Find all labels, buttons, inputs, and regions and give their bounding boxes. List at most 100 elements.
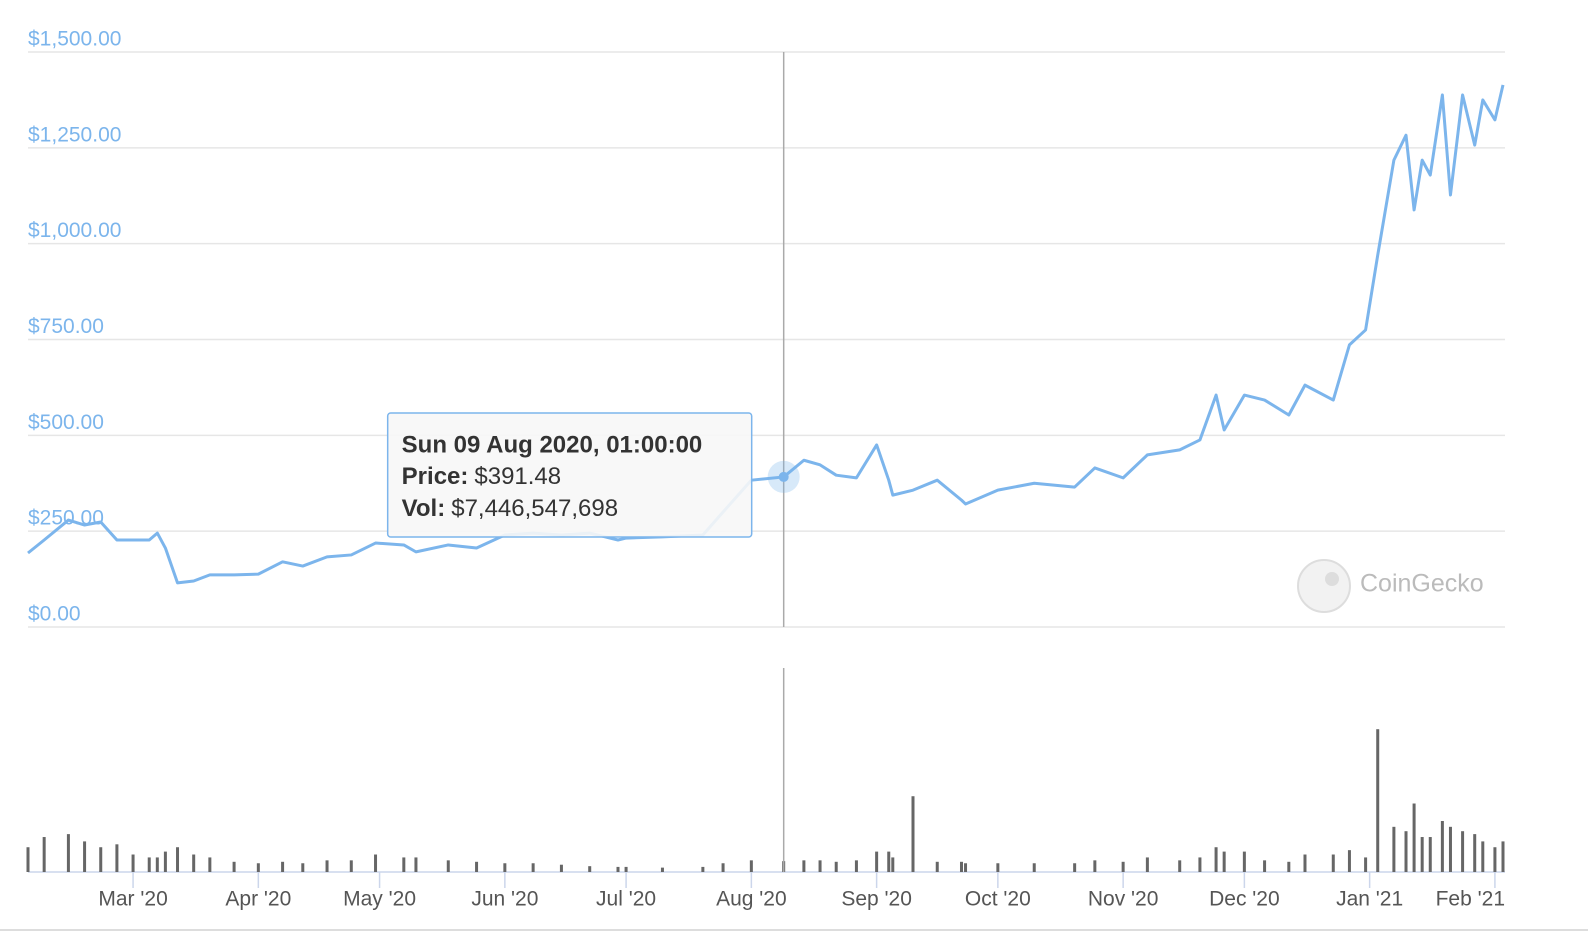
volume-bar — [83, 841, 87, 872]
volume-bar — [1493, 847, 1497, 872]
volume-bar — [891, 857, 895, 872]
y-tick-label: $1,250.00 — [28, 123, 121, 146]
volume-bar — [1420, 837, 1424, 872]
volume-bar — [1448, 826, 1452, 872]
volume-bar — [935, 861, 939, 872]
volume-bar — [503, 863, 507, 872]
volume-bar — [208, 857, 212, 872]
x-tick-label: Mar '20 — [98, 888, 167, 911]
volume-bar — [1303, 854, 1307, 872]
volume-bar — [1121, 861, 1125, 872]
volume-bar — [818, 860, 822, 872]
volume-bar — [1222, 851, 1226, 872]
volume-bar — [1331, 854, 1335, 872]
volume-bar — [1412, 803, 1416, 872]
volume-bar — [1347, 850, 1351, 872]
volume-bar — [1287, 861, 1291, 872]
y-tick-label: $750.00 — [28, 315, 104, 338]
volume-bar — [147, 857, 151, 872]
volume-bar — [616, 866, 620, 872]
volume-bar — [749, 860, 753, 872]
x-tick-label: Jan '21 — [1336, 888, 1403, 911]
volume-bar — [559, 864, 563, 872]
volume-bar — [1073, 863, 1077, 872]
volume-bar — [1214, 847, 1218, 872]
volume-bar — [66, 834, 70, 872]
volume-bar — [1032, 863, 1036, 872]
volume-bar — [887, 851, 891, 872]
volume-bar — [834, 861, 838, 872]
x-tick-label: Dec '20 — [1209, 888, 1280, 911]
x-tick-label: Feb '21 — [1436, 888, 1505, 911]
volume-bar — [301, 863, 305, 872]
x-tick-label: Jun '20 — [471, 888, 538, 911]
x-tick-label: Aug '20 — [716, 888, 787, 911]
volume-bar — [701, 866, 705, 872]
y-tick-label: $0.00 — [28, 603, 81, 626]
volume-bar — [624, 866, 628, 872]
y-tick-label: $1,000.00 — [28, 219, 121, 242]
volume-bar — [964, 863, 968, 872]
watermark-text: CoinGecko — [1360, 570, 1484, 598]
volume-bar — [854, 860, 858, 872]
x-tick-label: Oct '20 — [965, 888, 1031, 911]
x-tick-label: Jul '20 — [596, 888, 656, 911]
tooltip-title: Sun 09 Aug 2020, 01:00:00 — [402, 431, 703, 458]
volume-bar — [475, 861, 479, 872]
volume-bar — [1428, 837, 1432, 872]
watermark: CoinGecko — [1297, 559, 1484, 613]
volume-bar — [42, 837, 46, 872]
volume-bar — [1093, 860, 1097, 872]
volume-bar — [1178, 860, 1182, 872]
volume-bar — [875, 851, 879, 872]
volume-bar — [1263, 860, 1267, 872]
tooltip-name: Vol: — [402, 495, 446, 522]
tooltip: Sun 09 Aug 2020, 01:00:00 Price: $391.48 Vo… — [386, 412, 753, 538]
volume-bar — [1364, 857, 1368, 872]
y-tick-label: $500.00 — [28, 411, 104, 434]
x-tick-label: May '20 — [343, 888, 416, 911]
tooltip-name: Price: — [402, 463, 469, 490]
volume-bar — [1481, 841, 1485, 872]
volume-bar — [163, 851, 167, 872]
hover-point — [778, 471, 789, 482]
volume-bar — [1461, 831, 1465, 872]
tooltip-box — [386, 412, 753, 538]
volume-bar — [325, 860, 329, 872]
price-line — [27, 84, 1505, 585]
watermark-logo-eye — [1325, 572, 1339, 586]
volume-bar — [660, 867, 664, 872]
volume-bar — [349, 860, 353, 872]
volume-bar — [155, 857, 159, 872]
tooltip-row: Price: $391.48 — [402, 463, 561, 490]
y-tick-label: $250.00 — [28, 507, 104, 530]
volume-bar — [281, 861, 285, 872]
volume-bar — [256, 863, 260, 872]
volume-bar — [192, 854, 196, 872]
tooltip-row: Vol: $7,446,547,698 — [402, 495, 618, 522]
volume-bar — [1501, 841, 1505, 872]
volume-bar — [1392, 826, 1396, 872]
volume-bar — [1440, 821, 1444, 872]
volume-bar — [26, 847, 30, 872]
volume-bar — [1473, 834, 1477, 872]
volume-bar — [1198, 857, 1202, 872]
volume-bar — [374, 854, 378, 872]
x-tick-label: Apr '20 — [225, 888, 291, 911]
volume-bar — [176, 847, 180, 872]
volume-bar — [959, 861, 963, 872]
volume-bar — [402, 857, 406, 872]
x-tick-label: Nov '20 — [1088, 888, 1159, 911]
tooltip-value: $391.48 — [474, 463, 561, 490]
volume-bar — [588, 866, 592, 872]
volume-bar — [1404, 831, 1408, 872]
volume-bar — [1145, 857, 1149, 872]
volume-bar — [1376, 729, 1380, 872]
volume-bar — [1242, 851, 1246, 872]
volume-bar — [115, 844, 119, 872]
volume-bar — [131, 854, 135, 872]
watermark-logo — [1297, 559, 1351, 613]
volume-bar — [721, 863, 725, 872]
